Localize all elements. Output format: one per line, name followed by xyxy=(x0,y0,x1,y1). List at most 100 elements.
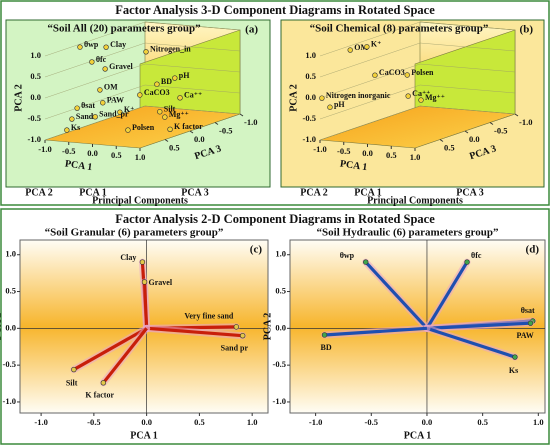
z-tick-label: -0.5 xyxy=(494,125,507,135)
x-tick-label: 0.5 xyxy=(194,417,205,427)
vector-end xyxy=(71,366,77,373)
point xyxy=(319,95,325,101)
x-tick-label: 1.0 xyxy=(410,152,421,162)
point xyxy=(154,81,160,87)
point-label: Polsen xyxy=(411,68,434,77)
tick-mark xyxy=(464,130,469,134)
x-axis-label: PCA 1 xyxy=(339,158,368,173)
y-tick-label: 0.5 xyxy=(275,285,286,295)
axis-key: PCA 1 xyxy=(354,187,382,198)
point-label: K⁺ xyxy=(371,40,381,49)
point xyxy=(143,49,149,55)
grid-line xyxy=(44,63,241,99)
loading-vector xyxy=(364,260,429,330)
x-tick-label: 1.0 xyxy=(533,417,544,427)
loading-vector xyxy=(426,326,516,359)
point-label: Ca⁺⁺ xyxy=(412,89,430,98)
point xyxy=(102,66,108,72)
point xyxy=(327,104,333,110)
vector-end xyxy=(464,259,470,265)
point-label: Sand_pr xyxy=(99,110,129,119)
x-tick-label: -1.0 xyxy=(313,144,326,154)
grid-line xyxy=(319,63,516,99)
vector-end xyxy=(233,324,240,330)
point-label: Gravel xyxy=(109,62,133,71)
x-tick-label: -0.5 xyxy=(337,146,350,156)
grid-line xyxy=(319,105,516,141)
panel-tag: (d) xyxy=(526,244,540,256)
x-tick-label: -0.5 xyxy=(87,417,100,427)
vector-label: BD xyxy=(321,343,332,352)
x-tick-label: 0.5 xyxy=(111,150,122,160)
axis-key: PCA 2 xyxy=(300,187,328,198)
point-label: OM xyxy=(354,43,368,52)
point-label: Ks xyxy=(71,123,80,132)
point xyxy=(89,59,95,65)
y-tick-label: -1.0 xyxy=(28,134,41,144)
point xyxy=(77,44,83,50)
vector-label: Gravel xyxy=(149,278,173,287)
x-tick-label: 1.0 xyxy=(135,152,146,162)
x-tick-label: -0.5 xyxy=(365,417,378,427)
y-tick-label: -1.0 xyxy=(3,396,16,406)
point-label: Clay xyxy=(110,40,126,49)
z-tick-label: 0.0 xyxy=(194,134,205,144)
panel-tag: (a) xyxy=(245,24,258,36)
point xyxy=(100,100,106,106)
loading-vector xyxy=(102,327,148,384)
panel-tag: (c) xyxy=(250,244,263,256)
point xyxy=(64,127,70,133)
vector-label: θfc xyxy=(471,251,482,260)
vector-label: Clay xyxy=(120,253,136,262)
y-tick-label: 1.0 xyxy=(305,50,316,60)
y-tick-label: 0.0 xyxy=(305,92,316,102)
point xyxy=(117,109,123,115)
point-label: Ca⁺⁺ xyxy=(184,91,202,100)
x-tick-label: -1.0 xyxy=(34,417,47,427)
x-tick-label: -1.0 xyxy=(309,417,322,427)
z-tick-label: -0.5 xyxy=(219,125,232,135)
loading-vector xyxy=(73,326,148,371)
point xyxy=(372,72,378,78)
point-label: Mg⁺⁺ xyxy=(169,110,189,119)
x-tick-label: 0.0 xyxy=(362,148,373,158)
point-label: BD xyxy=(161,77,172,86)
point-label: Nitrogen inorganic xyxy=(326,91,391,100)
y-tick-label: 0.5 xyxy=(30,71,41,81)
point xyxy=(172,75,178,81)
panel-title: “Soil All (20) parameters group” xyxy=(47,23,200,35)
vector-end xyxy=(363,259,369,265)
point-label: Polsen xyxy=(132,123,155,132)
y-tick-label: -0.5 xyxy=(3,359,16,369)
y-axis-label: PCA 2 xyxy=(13,84,24,112)
panel-title: “Soil Hydraulic (6) parameters group” xyxy=(317,227,499,239)
z-tick-label: 0.0 xyxy=(469,134,480,144)
point-label: OM xyxy=(104,83,118,92)
axis-key: PCA 3 xyxy=(181,187,209,198)
x-axis-label: PCA 1 xyxy=(130,430,158,441)
point xyxy=(418,97,424,103)
point-label: K factor xyxy=(174,122,203,131)
loading-vector xyxy=(146,326,243,338)
point-label: Mg⁺⁺ xyxy=(425,93,445,102)
y-tick-label: -0.5 xyxy=(28,113,41,123)
vector-end xyxy=(321,332,328,338)
vector-label: Sand pr xyxy=(221,344,249,353)
vector-end xyxy=(512,354,518,360)
y-tick-label: 1.0 xyxy=(5,249,16,259)
y-tick-label: -1.0 xyxy=(303,134,316,144)
x-tick-label: 0.0 xyxy=(141,417,152,427)
z-tick-label: -1.0 xyxy=(244,117,257,127)
grid-line xyxy=(319,21,516,57)
tick-mark xyxy=(189,130,194,134)
vector-label: PAW xyxy=(517,331,534,340)
axis-key: PCA 2 xyxy=(25,187,53,198)
y-tick-label: 0.0 xyxy=(5,322,16,332)
z-tick-label: 0.5 xyxy=(444,142,455,152)
y-axis-label: PCA 2 xyxy=(262,313,273,341)
section-title: Factor Analysis 2-D Component Diagrams i… xyxy=(115,212,435,226)
vector-end xyxy=(527,320,534,326)
y-tick-label: -0.5 xyxy=(273,359,286,369)
x-tick-label: 0.5 xyxy=(386,150,397,160)
